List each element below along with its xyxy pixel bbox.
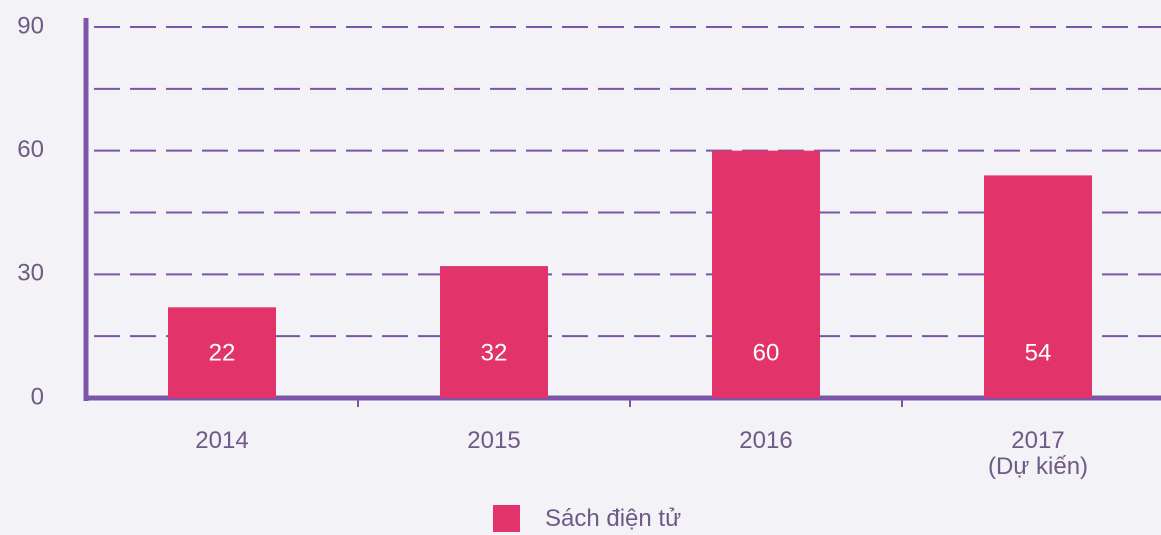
bar — [712, 150, 820, 398]
value-label: 32 — [481, 339, 508, 366]
x-tick-label: 2015 — [467, 427, 521, 454]
value-label: 22 — [209, 339, 236, 366]
bar — [168, 307, 276, 398]
y-tick-label: 60 — [17, 136, 44, 163]
y-tick-label: 90 — [17, 12, 44, 39]
legend-label: Sách điện tử — [545, 505, 682, 532]
value-label: 54 — [1025, 339, 1052, 366]
x-tick-label: 2014 — [195, 427, 249, 454]
bar — [440, 266, 548, 398]
value-label: 60 — [753, 339, 780, 366]
x-tick-label: 2017 (Dự kiến) — [987, 427, 1089, 480]
y-tick-label: 0 — [31, 383, 44, 410]
legend-swatch — [493, 505, 520, 532]
y-tick-label: 30 — [17, 260, 44, 287]
bar — [984, 175, 1092, 398]
x-tick-label: 2016 — [739, 427, 793, 454]
